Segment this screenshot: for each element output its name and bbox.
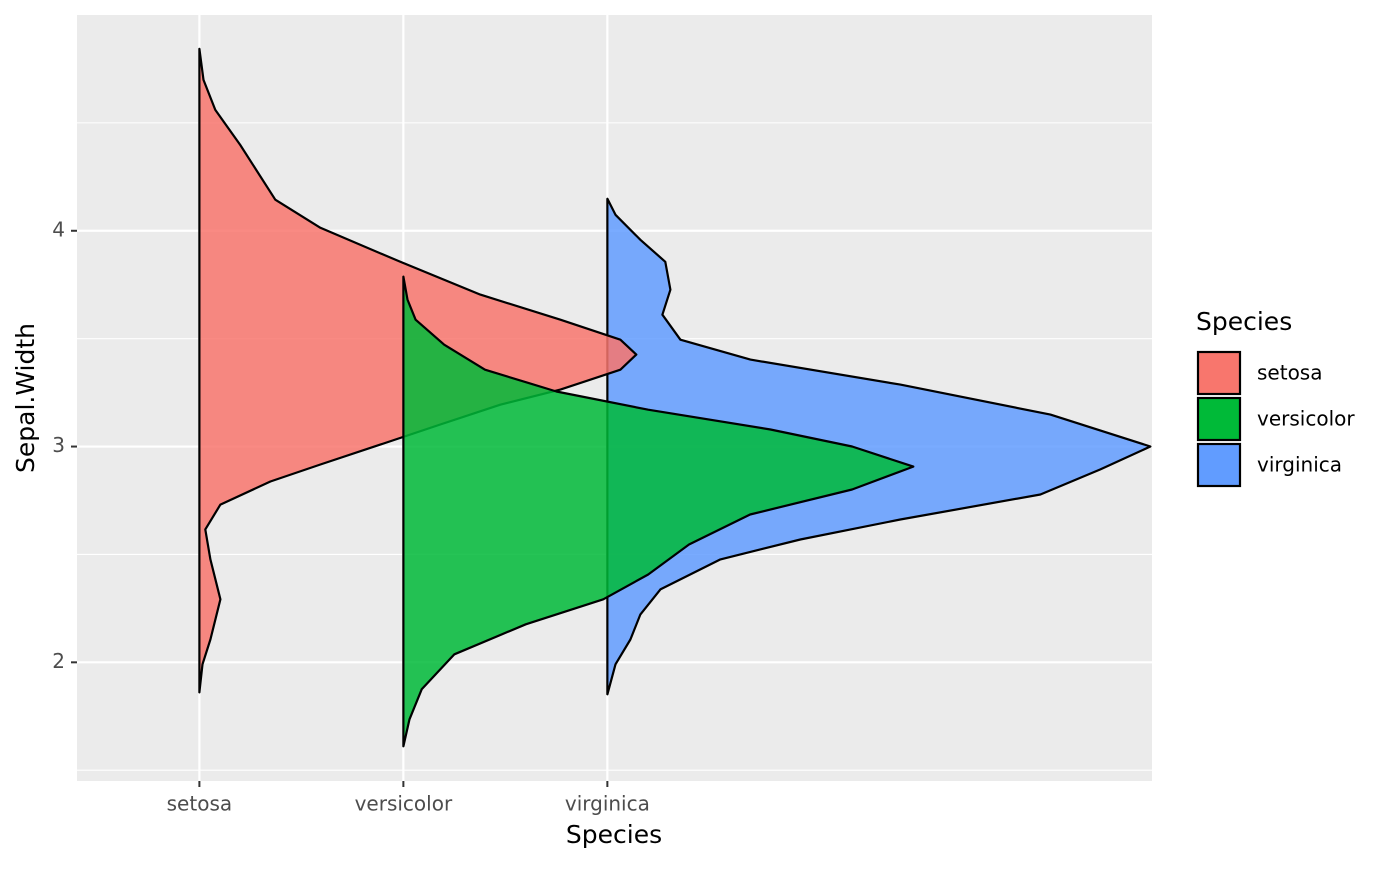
legend-key: [1196, 442, 1242, 488]
density-area: [402, 275, 915, 748]
axes: 2 3 4 setosa versicolor virginica: [52, 217, 650, 815]
y-tick-label: 4: [52, 217, 65, 241]
legend-label: versicolor: [1257, 407, 1355, 431]
x-tick-label: setosa: [167, 792, 232, 816]
legend-key: [1196, 396, 1242, 442]
x-tick-label: versicolor: [355, 792, 453, 816]
legend-title: Species: [1196, 307, 1292, 336]
y-tick-label: 2: [52, 649, 65, 673]
y-tick-label: 3: [52, 433, 65, 457]
y-axis-title: Sepal.Width: [11, 323, 40, 473]
legend-label: setosa: [1257, 361, 1322, 385]
areas: [198, 47, 1152, 748]
x-tick-label: virginica: [565, 792, 650, 816]
legend-key: [1196, 350, 1242, 396]
legend-label: virginica: [1257, 453, 1342, 477]
density-area: [606, 197, 1152, 696]
legend: setosa versicolor virginica: [1196, 350, 1355, 488]
x-axis-title: Species: [566, 820, 662, 849]
